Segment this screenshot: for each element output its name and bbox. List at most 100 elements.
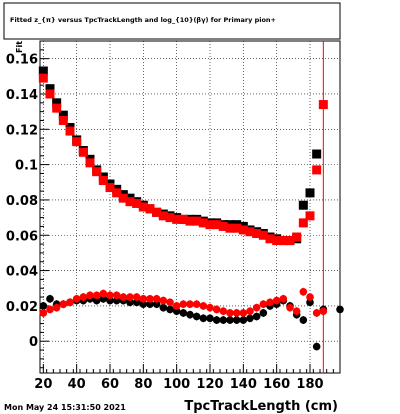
y-tick-label: 0.08 xyxy=(6,194,38,209)
data-point-circle xyxy=(239,309,248,317)
data-point-circle xyxy=(92,291,101,300)
data-point-circle xyxy=(66,298,74,307)
data-point-square xyxy=(298,218,308,228)
data-point-square xyxy=(245,227,255,237)
data-point-circle xyxy=(146,295,154,303)
data-point-square xyxy=(132,198,142,208)
y-tick-label: 0.12 xyxy=(6,123,38,138)
data-point-circle xyxy=(192,300,201,308)
data-point-square xyxy=(98,176,108,186)
data-point-circle xyxy=(59,300,68,308)
plot-frame xyxy=(39,40,341,374)
data-point-square xyxy=(252,228,262,238)
title-box: Fitted z_{π} versus TpcTrackLength and l… xyxy=(3,2,341,40)
data-point-circle xyxy=(132,293,141,301)
data-point-circle xyxy=(166,305,174,314)
data-point-circle xyxy=(306,298,314,307)
data-point-circle xyxy=(172,302,181,310)
data-point-circle xyxy=(132,298,141,307)
data-point-square xyxy=(272,236,282,246)
data-point-square xyxy=(225,223,235,233)
data-point-square xyxy=(318,100,328,110)
data-point-circle xyxy=(206,303,214,312)
x-tick-label: 120 xyxy=(196,377,223,392)
data-point-circle xyxy=(126,293,134,301)
data-point-square xyxy=(58,115,68,125)
y-tick-label: 0.14 xyxy=(6,88,38,103)
data-point-square xyxy=(85,158,95,168)
data-point-circle xyxy=(219,307,228,315)
data-point-square xyxy=(52,98,62,108)
data-point-circle xyxy=(319,307,328,315)
data-point-circle xyxy=(246,314,254,323)
timestamp: Mon May 24 15:31:50 2021 xyxy=(4,403,126,412)
data-point-circle xyxy=(192,312,201,321)
y-tick-label: 0.1 xyxy=(15,159,38,174)
data-point-circle xyxy=(112,291,121,300)
data-point-square xyxy=(52,103,62,113)
data-point-circle xyxy=(99,295,108,303)
data-point-square xyxy=(58,110,68,120)
data-point-circle xyxy=(199,314,208,323)
data-point-square xyxy=(45,84,55,94)
x-tick-label: 180 xyxy=(296,377,323,392)
data-point-square xyxy=(112,188,122,198)
data-point-circle xyxy=(46,295,54,303)
data-point-circle xyxy=(252,312,261,321)
x-tick-labels: 20 40 60 80 100 120 140 160 180 xyxy=(34,377,323,392)
data-point-circle xyxy=(212,305,221,314)
data-point-circle xyxy=(266,298,274,307)
data-point-square xyxy=(312,149,322,159)
data-point-circle xyxy=(239,316,248,324)
data-marks xyxy=(38,66,344,351)
data-point-circle xyxy=(166,298,174,307)
data-point-circle xyxy=(139,300,148,308)
data-point-square xyxy=(105,183,115,193)
data-point-square xyxy=(118,193,128,203)
chart-title: Fitted z_{π} versus TpcTrackLength and l… xyxy=(10,16,276,24)
data-point-square xyxy=(232,223,242,233)
data-point-circle xyxy=(299,316,308,324)
data-point-square xyxy=(185,216,195,226)
data-point-circle xyxy=(152,300,161,308)
data-point-circle xyxy=(146,300,154,308)
data-point-square xyxy=(78,147,88,157)
data-point-circle xyxy=(259,300,268,308)
data-point-square xyxy=(158,211,168,221)
data-point-circle xyxy=(186,310,194,319)
y-tick-label: 0.04 xyxy=(6,265,38,280)
data-point-circle xyxy=(272,296,281,305)
x-tick-label: 60 xyxy=(101,377,119,392)
series-1 xyxy=(38,73,328,246)
data-point-circle xyxy=(186,300,194,308)
data-point-circle xyxy=(199,302,208,310)
data-point-circle xyxy=(292,307,301,315)
data-point-circle xyxy=(179,300,188,308)
data-point-circle xyxy=(299,287,308,296)
data-point-square xyxy=(205,220,215,230)
x-tick-label: 140 xyxy=(230,377,257,392)
data-point-square xyxy=(172,214,182,224)
data-point-square xyxy=(212,220,222,230)
y-tick-label: 0.06 xyxy=(6,229,38,244)
data-point-square xyxy=(298,200,308,210)
x-axis-title: TpcTrackLength (cm) xyxy=(184,399,338,414)
y-tick-labels: 0 0.02 0.04 0.06 0.08 0.1 0.12 0.14 0.16 xyxy=(6,53,38,351)
data-point-circle xyxy=(126,298,134,307)
data-point-circle xyxy=(306,293,314,301)
data-point-square xyxy=(305,211,315,221)
x-tick-label: 160 xyxy=(263,377,290,392)
data-point-square xyxy=(178,214,188,224)
data-point-square xyxy=(165,213,175,223)
data-point-circle xyxy=(259,309,268,317)
data-point-circle xyxy=(286,303,294,312)
data-point-circle xyxy=(46,305,54,314)
data-point-circle xyxy=(106,296,114,305)
data-point-circle xyxy=(86,291,94,300)
data-point-square xyxy=(265,234,275,244)
data-point-circle xyxy=(336,305,344,314)
y-tick-label: 0.16 xyxy=(6,53,38,68)
data-point-circle xyxy=(279,295,288,303)
title-frame xyxy=(3,2,341,40)
data-point-circle xyxy=(312,342,321,351)
